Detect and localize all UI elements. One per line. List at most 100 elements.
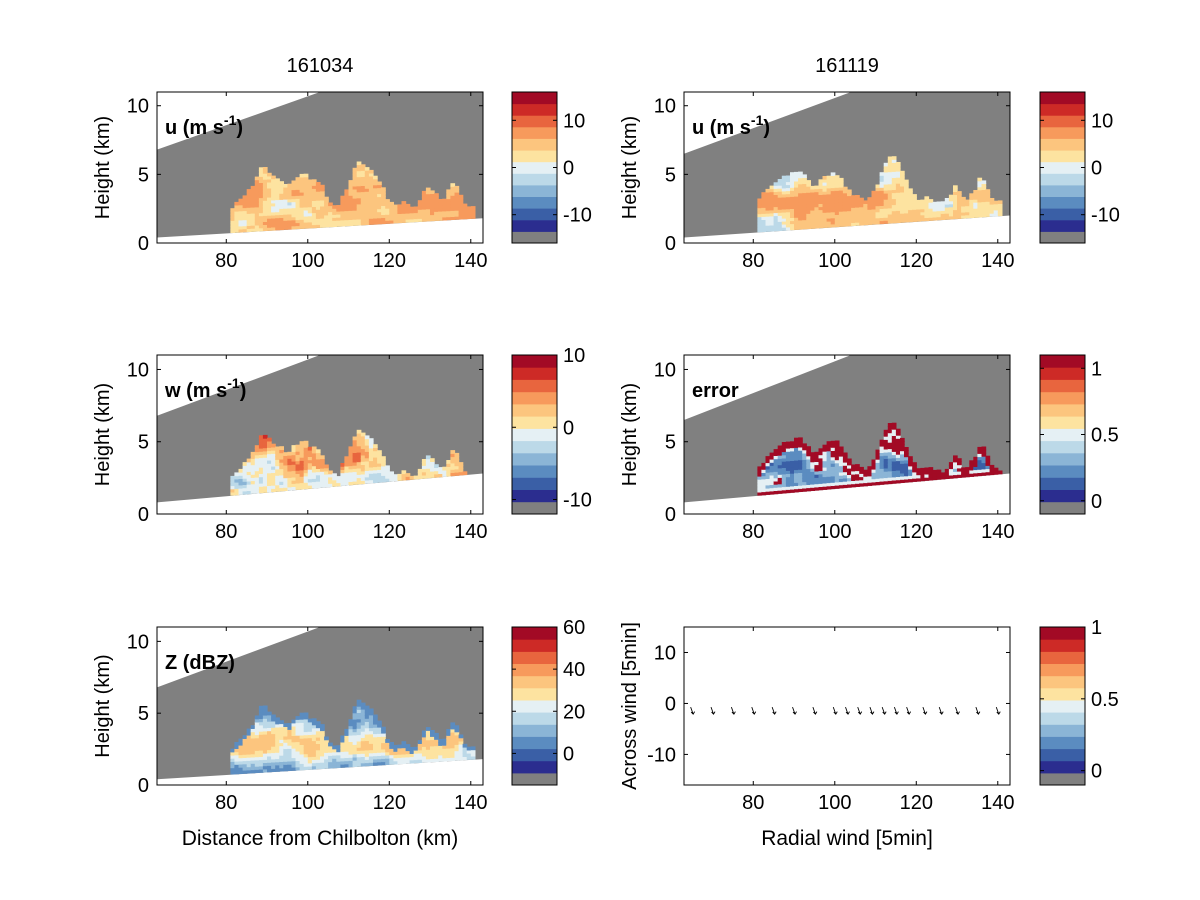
echo-cell	[332, 479, 337, 484]
echo-cell	[769, 206, 775, 211]
echo-cell	[344, 469, 350, 473]
echo-cell	[364, 473, 370, 478]
echo-cell	[352, 442, 358, 447]
echo-cell	[830, 205, 836, 210]
echo-cell	[295, 722, 301, 727]
storm-echo	[757, 422, 1003, 496]
colorbar-swatch	[512, 428, 557, 442]
echo-cell	[900, 444, 905, 448]
echo-cell	[842, 477, 848, 482]
echo-cell	[794, 174, 799, 179]
echo-cell	[258, 712, 264, 716]
echo-cell	[373, 460, 378, 464]
echo-cell	[381, 729, 386, 734]
echo-cell	[254, 445, 260, 449]
echo-cell	[973, 193, 978, 197]
echo-cell	[271, 453, 276, 458]
x-tick-label: 100	[818, 521, 851, 543]
echo-cell	[381, 190, 386, 194]
echo-cell	[315, 765, 321, 770]
echo-cell	[948, 194, 954, 199]
echo-cell	[818, 476, 824, 481]
echo-cell	[258, 182, 264, 186]
echo-cell	[421, 215, 427, 219]
echo-cell	[434, 208, 439, 212]
echo-cell	[254, 185, 260, 190]
echo-cell	[299, 760, 305, 764]
echo-cell	[283, 735, 288, 740]
echo-cell	[250, 467, 256, 472]
echo-cell	[258, 762, 264, 767]
echo-cell	[356, 715, 362, 720]
echo-cell	[246, 757, 252, 761]
echo-cell	[377, 466, 382, 470]
echo-cell	[238, 216, 244, 221]
echo-cell	[785, 211, 791, 216]
echo-cell	[348, 207, 354, 211]
echo-cell	[287, 477, 293, 481]
echo-cell	[401, 216, 407, 220]
echo-cell	[279, 462, 284, 466]
echo-cell	[859, 209, 864, 214]
echo-cell	[381, 472, 386, 476]
echo-cell	[373, 447, 378, 452]
echo-cell	[246, 728, 252, 733]
echo-cell	[895, 460, 901, 465]
echo-cell	[806, 183, 811, 187]
echo-cell	[364, 727, 370, 732]
colorbar: 10.50	[1039, 354, 1119, 515]
echo-cell	[920, 471, 926, 475]
echo-cell	[985, 462, 991, 466]
echo-cell	[883, 214, 889, 218]
echo-cell	[859, 203, 864, 208]
echo-cell	[405, 213, 411, 217]
echo-cell	[965, 202, 970, 207]
echo-cell	[238, 198, 244, 203]
echo-cell	[283, 767, 288, 772]
echo-cell	[242, 735, 248, 739]
echo-cell	[879, 452, 885, 457]
echo-cell	[798, 450, 803, 454]
echo-cell	[773, 461, 779, 466]
echo-cell	[802, 201, 807, 206]
x-tick-label: 80	[215, 521, 237, 543]
echo-cell	[262, 711, 268, 716]
echo-cell	[271, 475, 276, 480]
echo-cell	[230, 488, 236, 493]
echo-cell	[315, 455, 321, 460]
echo-cell	[356, 464, 362, 469]
echo-cell	[785, 441, 791, 446]
echo-cell	[842, 219, 848, 224]
echo-cell	[891, 473, 897, 478]
echo-cell	[238, 201, 244, 206]
echo-cell	[790, 450, 795, 455]
echo-cell	[295, 479, 301, 484]
echo-cell	[421, 755, 427, 760]
echo-cell	[279, 487, 284, 492]
echo-cell	[320, 752, 325, 757]
echo-cell	[377, 187, 382, 192]
echo-cell	[887, 162, 893, 167]
echo-cell	[381, 755, 386, 759]
echo-cell	[908, 212, 913, 217]
echo-cell	[953, 471, 958, 476]
echo-cell	[275, 726, 280, 731]
echo-cell	[275, 736, 280, 741]
echo-cell	[271, 481, 276, 486]
echo-cell	[830, 211, 836, 216]
echo-cell	[230, 226, 236, 230]
echo-cell	[822, 482, 828, 487]
echo-cell	[802, 177, 807, 181]
echo-cell	[344, 754, 350, 758]
echo-cell	[842, 189, 848, 194]
echo-cell	[311, 484, 317, 489]
echo-cell	[887, 219, 893, 224]
echo-cell	[295, 225, 301, 230]
echo-cell	[891, 454, 897, 459]
echo-cell	[303, 744, 309, 748]
echo-cell	[932, 207, 938, 212]
echo-cell	[785, 220, 791, 225]
echo-cell	[798, 207, 803, 212]
echo-cell	[360, 480, 366, 485]
echo-cell	[340, 472, 346, 477]
